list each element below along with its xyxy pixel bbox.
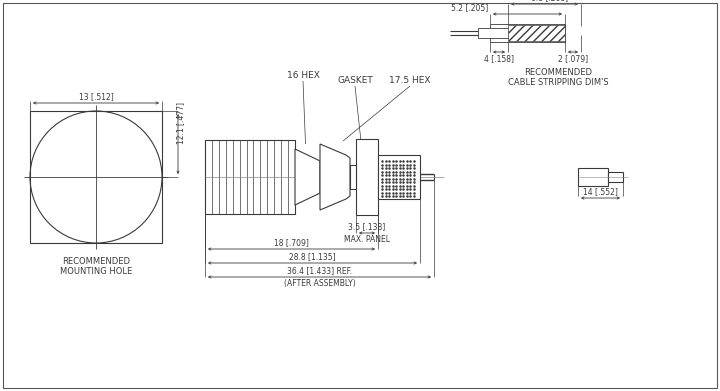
Bar <box>608 172 623 182</box>
Text: 5.2 [.205]: 5.2 [.205] <box>451 3 488 12</box>
Text: RECOMMENDED
MOUNTING HOLE: RECOMMENDED MOUNTING HOLE <box>60 257 132 276</box>
Bar <box>508 25 565 41</box>
Text: 14 [.552]: 14 [.552] <box>583 187 618 196</box>
Bar <box>356 139 378 215</box>
Text: GASKET: GASKET <box>337 76 373 85</box>
Bar <box>478 28 565 38</box>
Text: 6.8 [.268]: 6.8 [.268] <box>531 0 568 2</box>
Text: 36.4 [1.433] REF.: 36.4 [1.433] REF. <box>287 266 352 275</box>
Text: MAX. PANEL: MAX. PANEL <box>344 235 390 244</box>
Text: 28.8 [1.135]: 28.8 [1.135] <box>289 252 336 261</box>
Text: 18 [.709]: 18 [.709] <box>274 238 309 247</box>
Text: (AFTER ASSEMBLY): (AFTER ASSEMBLY) <box>284 279 356 288</box>
Bar <box>350 165 356 189</box>
Text: 4 [.158]: 4 [.158] <box>484 54 514 63</box>
Text: 13 [.512]: 13 [.512] <box>78 92 113 101</box>
Text: 3.5 [.138]: 3.5 [.138] <box>348 222 386 231</box>
Polygon shape <box>320 144 350 210</box>
Bar <box>578 168 608 186</box>
Text: 16 HEX: 16 HEX <box>287 71 320 80</box>
Bar <box>205 140 295 214</box>
Bar <box>30 111 162 243</box>
Text: 2 [.079]: 2 [.079] <box>558 54 588 63</box>
Bar <box>378 155 420 199</box>
Polygon shape <box>295 149 320 205</box>
Bar <box>490 24 565 42</box>
Text: 12.1 [.477]: 12.1 [.477] <box>176 102 186 144</box>
Text: RECOMMENDED
CABLE STRIPPING DIM'S: RECOMMENDED CABLE STRIPPING DIM'S <box>508 68 608 88</box>
Text: 17.5 HEX: 17.5 HEX <box>390 76 431 85</box>
